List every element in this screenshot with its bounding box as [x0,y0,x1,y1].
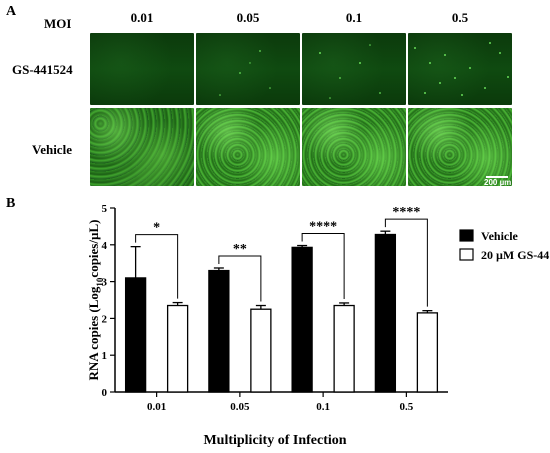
x-tick-label: 0.5 [400,401,414,413]
significance-label: * [153,221,160,236]
y-tick-label: 2 [102,313,108,325]
row-label-treated: GS-441524 [12,62,73,77]
bar-treated [250,308,272,393]
x-tick-label: 0.1 [316,401,330,413]
significance-bracket: * [135,221,179,299]
bracket-line [384,218,428,307]
micrograph-treated-0.05 [196,33,300,105]
moi-column-4: 0.5 [451,10,469,25]
legend-label-treated: 20 µM GS-441524 [481,248,550,262]
bar-vehicle [374,233,397,393]
x-tick-label: 0.05 [230,401,250,413]
moi-header: MOI [44,16,72,31]
panel-a-label: A [6,4,17,19]
y-tick-label: 0 [102,387,108,399]
significance-bracket: **** [301,220,345,299]
y-tick-label: 3 [102,277,108,289]
bar-vehicle [208,269,230,393]
y-tick-label: 5 [102,203,108,215]
moi-column-2: 0.05 [236,10,260,25]
micrograph-vehicle-0.5 [408,108,512,186]
moi-column-1: 0.01 [130,10,154,25]
bar-treated [416,312,439,393]
row-label-vehicle: Vehicle [32,142,72,157]
bar-vehicle [124,277,147,393]
bar-vehicle [291,246,313,393]
micrograph-vehicle-0.01 [90,108,194,186]
treated-speckles [219,42,509,99]
significance-label: ** [233,242,247,257]
bar-treated [166,304,189,393]
micrograph-treated-0.1 [302,33,406,105]
bracket-line [301,233,345,299]
bar-treated [333,304,355,393]
micrograph-vehicle-0.1 [302,108,406,186]
significance-bracket: **** [384,205,428,307]
x-tick-label: 0.01 [147,401,166,413]
panel-b-label: B [6,196,16,211]
moi-column-3: 0.1 [345,10,363,25]
legend-swatch-vehicle [459,229,474,242]
micrograph-treated-0.01 [90,33,194,105]
scale-bar-label: 200 µm [484,178,512,187]
bracket-line [218,255,262,302]
bracket-line [135,234,179,299]
x-axis-label: Multiplicity of Infection [203,433,346,448]
y-tick-label: 4 [102,240,108,252]
legend-label-vehicle: Vehicle [481,229,519,243]
micrograph-vehicle-0.05 [196,108,300,186]
scale-bar [486,176,508,178]
y-tick-label: 1 [102,350,108,362]
significance-label: **** [392,205,420,220]
significance-label: **** [309,220,337,235]
significance-bracket: ** [218,242,262,302]
legend-swatch-treated [459,248,474,261]
y-axis-label: RNA copies (Log10copies/µL) [86,220,105,381]
